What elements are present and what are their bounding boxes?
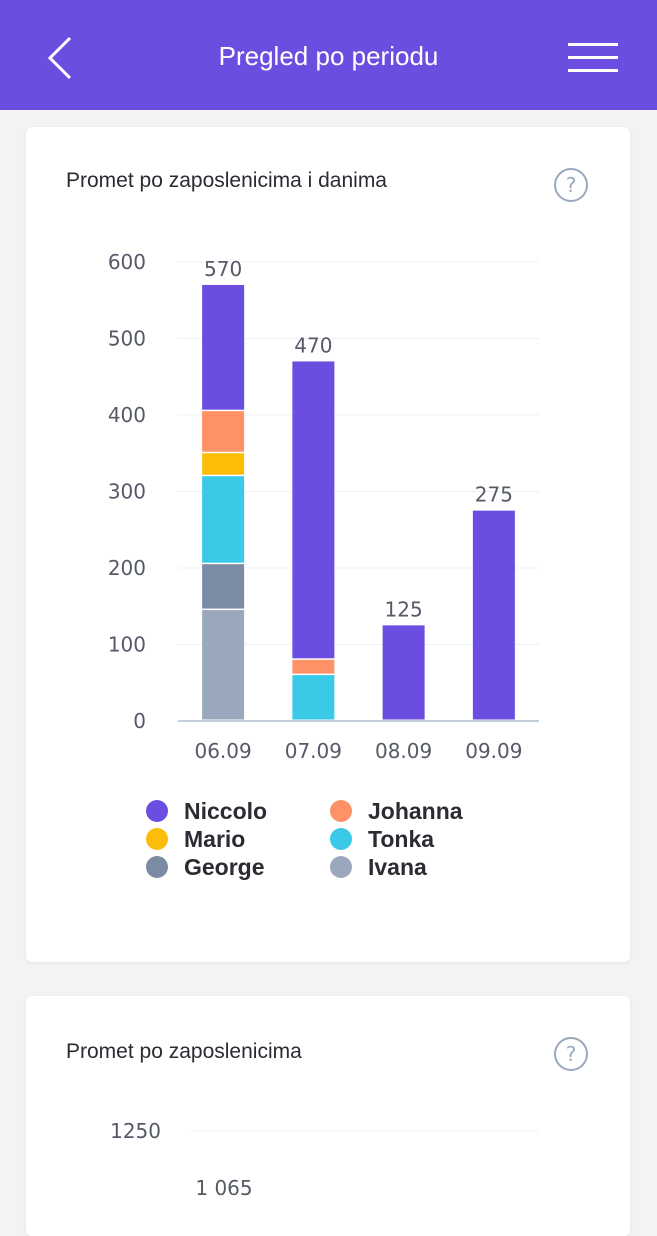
y-tick-label: 0 xyxy=(133,709,146,733)
y-tick-label: 600 xyxy=(108,250,146,274)
legend-item-johanna[interactable]: Johanna xyxy=(330,797,463,825)
y-tick-label: 200 xyxy=(108,556,146,580)
bar-total-label: 275 xyxy=(475,483,513,507)
bar-segment-mario xyxy=(202,453,245,475)
legend-dot-icon xyxy=(330,800,352,822)
help-button[interactable]: ? xyxy=(553,167,589,203)
x-tick-label: 06.09 xyxy=(194,739,251,763)
y-tick-label: 1250 xyxy=(110,1119,161,1143)
bar-segment-johanna xyxy=(202,411,245,452)
bar-chart-employees: 1250 1 065 xyxy=(110,1119,539,1200)
chevron-left-icon xyxy=(47,36,72,80)
legend-label: Ivana xyxy=(368,853,427,880)
back-button[interactable] xyxy=(38,30,86,84)
bar-segment-niccolo xyxy=(202,284,245,410)
page-title: Pregled po periodu xyxy=(218,41,439,71)
legend-item-niccolo[interactable]: Niccolo xyxy=(146,797,267,825)
legend-item-mario[interactable]: Mario xyxy=(146,825,245,853)
question-circle-icon: ? xyxy=(554,1037,588,1071)
chart-card-employees: Promet po zaposlenicima ? 1250 1 065 xyxy=(26,996,630,1236)
chart-card-employees-days: Promet po zaposlenicima i danima ? 0 100 2… xyxy=(26,127,630,962)
bar-segment-niccolo xyxy=(382,625,425,720)
x-tick-label: 09.09 xyxy=(465,739,522,763)
stacked-bar-chart: 0 100 200 300 400 500 600 570 06.09 470 07.09 125 08… xyxy=(108,250,539,763)
legend-item-tonka[interactable]: Tonka xyxy=(330,825,434,853)
bar-segment-ivana xyxy=(202,610,245,720)
bar-segment-george xyxy=(202,564,245,609)
bar-segment-niccolo xyxy=(472,510,515,720)
bar-total-label: 125 xyxy=(385,597,423,621)
x-tick-label: 07.09 xyxy=(285,739,342,763)
legend-dot-icon xyxy=(330,828,352,850)
legend-label: Mario xyxy=(184,825,246,852)
legend-item-ivana[interactable]: Ivana xyxy=(330,853,427,881)
legend-dot-icon xyxy=(146,856,168,878)
top-bar: Pregled po periodu xyxy=(0,0,657,110)
y-tick-label: 500 xyxy=(108,327,146,351)
bar-total-label: 570 xyxy=(204,257,242,281)
legend-dot-icon xyxy=(146,800,168,822)
legend-item-george[interactable]: George xyxy=(146,853,265,881)
bar-total-label: 470 xyxy=(294,333,332,357)
y-tick-label: 100 xyxy=(108,633,146,657)
card-title: Promet po zaposlenicima xyxy=(66,1040,302,1063)
bar-segment-johanna xyxy=(292,659,335,674)
y-tick-label: 400 xyxy=(108,403,146,427)
legend-label: Tonka xyxy=(368,825,435,852)
card-title: Promet po zaposlenicima i danima xyxy=(66,169,387,192)
x-tick-label: 08.09 xyxy=(375,739,432,763)
legend-dot-icon xyxy=(146,828,168,850)
legend-label: George xyxy=(184,853,265,880)
legend-label: Johanna xyxy=(368,797,463,824)
menu-button[interactable] xyxy=(562,36,626,78)
svg-text:?: ? xyxy=(566,173,577,197)
legend-label: Niccolo xyxy=(184,797,268,824)
hamburger-menu-icon xyxy=(568,43,618,72)
help-button[interactable]: ? xyxy=(553,1036,589,1072)
bar-segment-niccolo xyxy=(292,361,335,659)
bar-segment-tonka xyxy=(292,675,335,720)
question-circle-icon: ? xyxy=(554,168,588,202)
legend-dot-icon xyxy=(330,856,352,878)
svg-text:?: ? xyxy=(566,1042,577,1066)
bar-value-label: 1 065 xyxy=(195,1176,252,1200)
bar-segment-tonka xyxy=(202,476,245,563)
y-tick-label: 300 xyxy=(108,480,146,504)
